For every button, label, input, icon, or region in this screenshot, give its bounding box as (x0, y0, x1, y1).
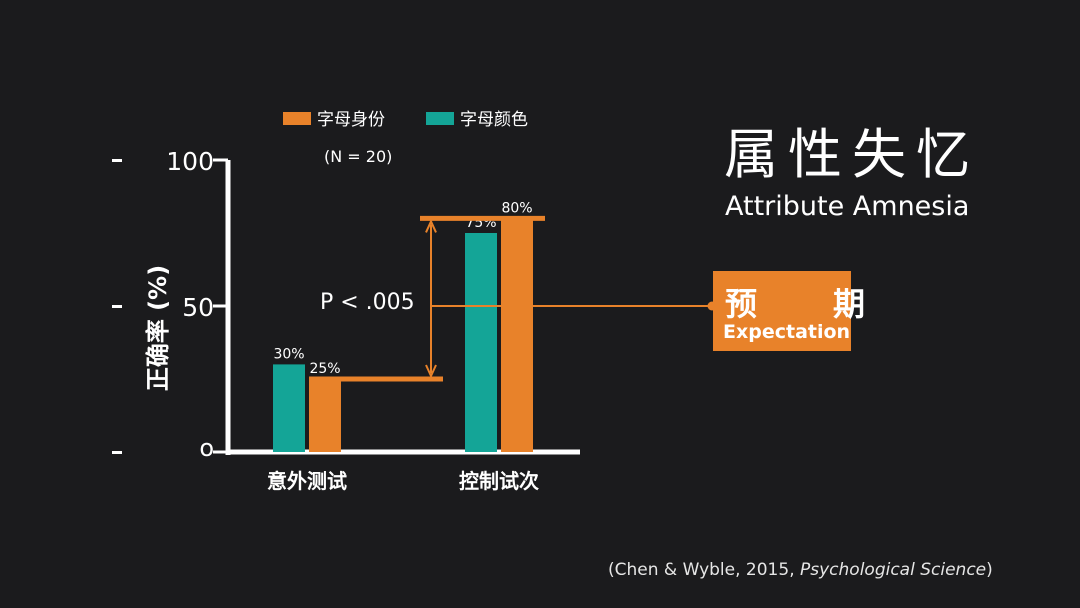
slide-dash-mark (112, 451, 122, 454)
data-label: 25% (309, 361, 340, 377)
citation-journal: Psychological Science (800, 560, 987, 580)
legend-swatch (426, 112, 454, 125)
x-tick-label: 控制试次 (459, 469, 539, 493)
sample-size-note: (N = 20) (324, 147, 392, 166)
bar-letter-color (273, 364, 305, 452)
legend-label: 字母身份 (317, 110, 385, 130)
bar-letter-identity (309, 379, 341, 452)
slide-dash-mark (112, 159, 122, 162)
legend-swatch (283, 112, 311, 125)
y-axis-label: 正确率 (%) (144, 265, 172, 391)
expectation-label-zh: 预 期 (725, 285, 888, 323)
citation-suffix: ) (986, 560, 993, 580)
slide-title: 属性失忆 (724, 123, 980, 186)
data-label: 30% (273, 346, 304, 362)
bar-letter-identity (501, 218, 533, 452)
expectation-box: 预 期 Expectation (713, 271, 865, 351)
legend-label: 字母颜色 (460, 110, 528, 130)
p-value-annotation: P < .005 (320, 290, 415, 315)
expectation-label-en: Expectation (723, 321, 851, 343)
arrow-head-up (425, 218, 437, 233)
y-tick-label: 100 (166, 147, 214, 176)
y-tick-label: o (199, 434, 214, 462)
x-tick-label: 意外测试 (267, 469, 347, 493)
arrow-head-down (425, 364, 437, 379)
slide-dash-mark (112, 305, 122, 308)
slide-subtitle: Attribute Amnesia (725, 191, 970, 222)
citation-prefix: (Chen & Wyble, 2015, (608, 560, 800, 580)
bar-letter-color (465, 233, 497, 452)
data-label: 80% (501, 200, 532, 216)
citation: (Chen & Wyble, 2015, Psychological Scien… (608, 560, 993, 580)
y-tick-label: 50 (182, 293, 214, 322)
